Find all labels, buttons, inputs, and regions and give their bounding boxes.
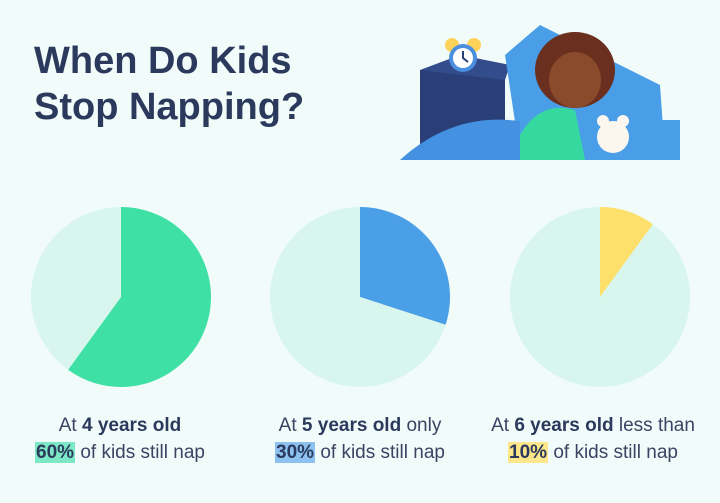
pie-slice-still-nap (68, 207, 212, 387)
pie-slice-remainder (31, 207, 122, 370)
pie-4-years (31, 207, 212, 387)
teddy-bear (597, 121, 629, 153)
pie-slice-still-nap (360, 207, 450, 325)
pie-slice-still-nap (600, 207, 653, 297)
pct-highlight: 30% (275, 442, 316, 463)
pie-slice-remainder (270, 207, 446, 387)
page-title: When Do Kids Stop Napping? (34, 38, 304, 130)
pie-5-years (270, 207, 450, 387)
sleeping-child-illustration (400, 25, 680, 160)
caption-6-years: At 6 years old less than 10% of kids sti… (491, 415, 695, 463)
pie-6-years (510, 207, 690, 387)
title-line-2: Stop Napping? (34, 86, 305, 128)
title-line-1: When Do Kids (34, 40, 292, 82)
pct-highlight: 60% (35, 442, 76, 463)
caption-4-years: At 4 years old 60% of kids still nap (35, 415, 205, 463)
alarm-clock-icon (445, 38, 481, 72)
pct-highlight: 10% (508, 442, 549, 463)
caption-5-years: At 5 years old only 30% of kids still na… (275, 415, 445, 463)
pie-slice-remainder (510, 207, 690, 387)
